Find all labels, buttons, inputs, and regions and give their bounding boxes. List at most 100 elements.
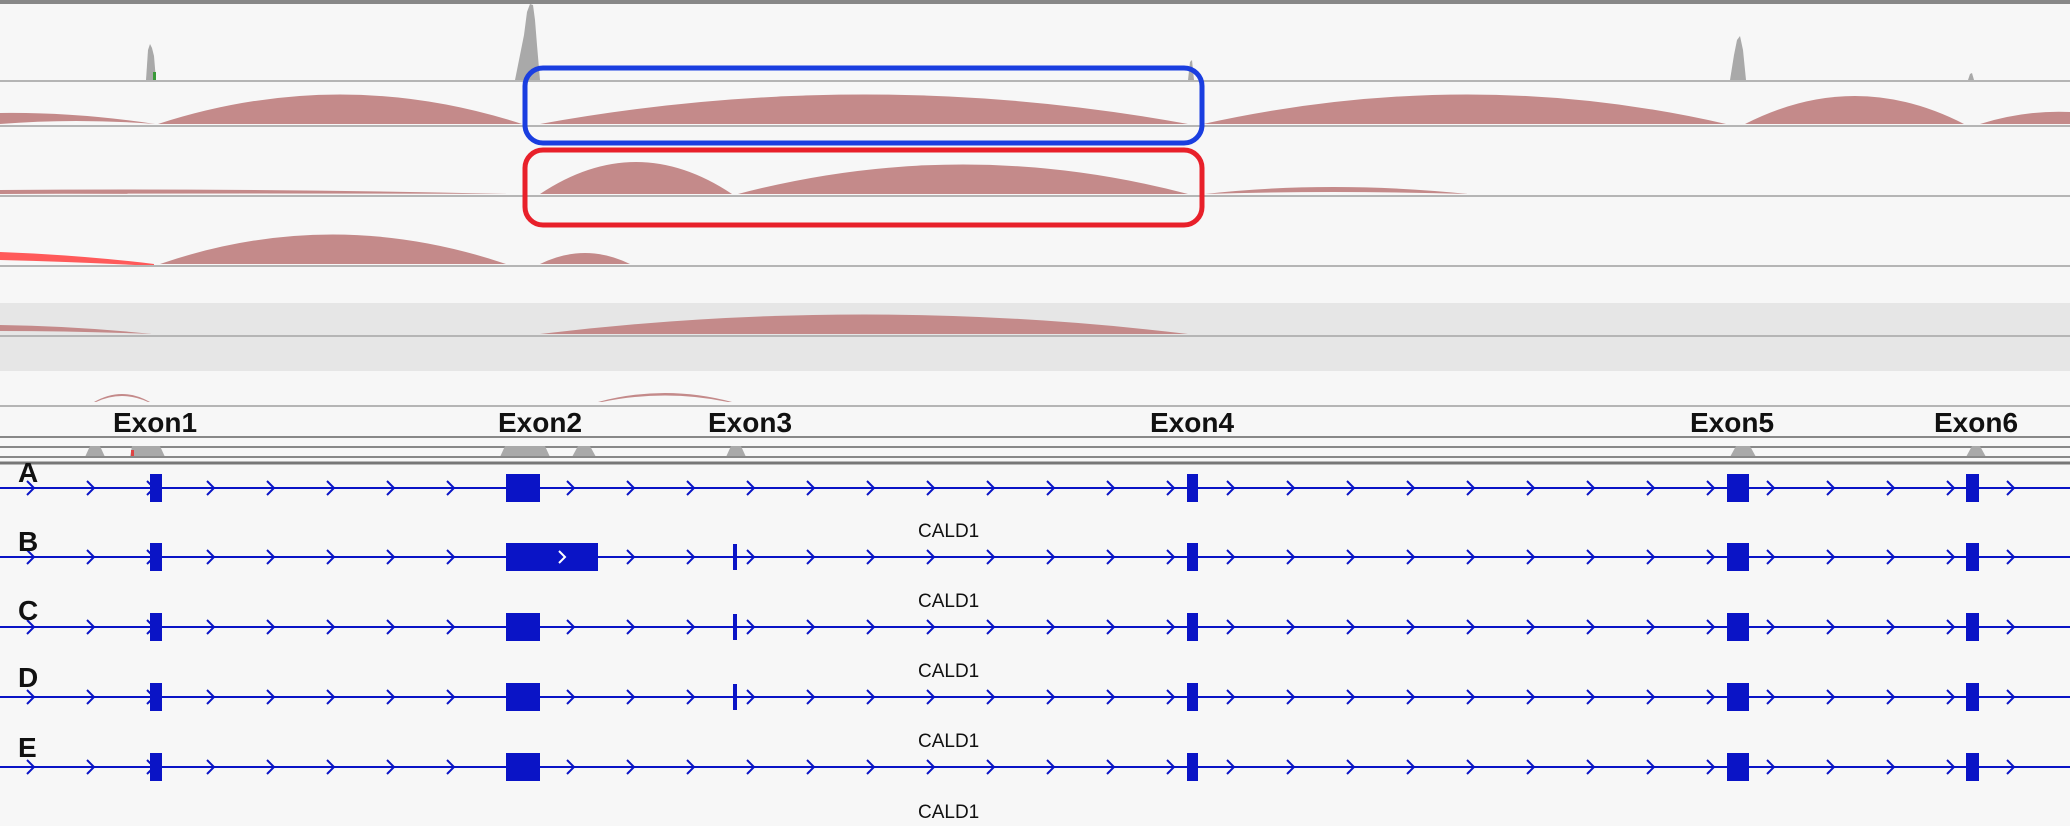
- junction-arc-highlight: [0, 252, 154, 266]
- strand-arrow-icon: [986, 619, 996, 635]
- strand-arrow-icon: [1106, 759, 1116, 775]
- coverage-variant-mark: [153, 72, 156, 80]
- strand-arrow-icon: [86, 619, 96, 635]
- strand-arrow-icon: [386, 480, 396, 496]
- strand-arrow-icon: [1886, 480, 1896, 496]
- strand-arrow-icon: [1526, 480, 1536, 496]
- coverage-track[interactable]: [0, 4, 2070, 82]
- strand-arrow-icon: [626, 689, 636, 705]
- strand-arrow-icon: [1046, 619, 1056, 635]
- exon-block: [1187, 543, 1198, 571]
- junction-arc: [1203, 94, 1726, 124]
- strand-arrow-icon: [1826, 759, 1836, 775]
- transcript-label: C: [18, 595, 38, 626]
- junction-arc: [0, 189, 510, 194]
- strand-arrow-icon: [326, 619, 336, 635]
- transcript-track[interactable]: B CALD1: [0, 526, 2070, 612]
- exon-label: Exon4: [1150, 407, 1234, 438]
- junction-arc: [94, 394, 150, 402]
- strand-arrow-icon: [1706, 689, 1716, 705]
- exon-block: [506, 613, 540, 641]
- strand-arrow-icon: [566, 689, 576, 705]
- strand-arrow-icon: [1946, 480, 1956, 496]
- strand-arrow-icon: [1706, 759, 1716, 775]
- strand-arrow-icon: [806, 759, 816, 775]
- junction-arc: [540, 314, 1188, 334]
- exon-block: [150, 543, 162, 571]
- strand-arrow-icon: [626, 480, 636, 496]
- strand-arrow-icon: [266, 619, 276, 635]
- exon-label-row: Exon1 Exon2 Exon3 Exon4 Exon5 Exon6: [113, 407, 2018, 438]
- exon-block: [1966, 683, 1979, 711]
- transcript-track[interactable]: A CALD1: [0, 457, 2070, 542]
- coverage-peak-exon6: [1968, 73, 1974, 80]
- exon-label: Exon2: [498, 407, 582, 438]
- gene-name-label: CALD1: [918, 731, 979, 752]
- strand-arrow-icon: [1166, 619, 1176, 635]
- junction-track-5[interactable]: [0, 393, 2070, 407]
- strand-arrow-icon: [2006, 480, 2016, 496]
- strand-arrow-icon: [986, 480, 996, 496]
- transcript-track[interactable]: D CALD1: [0, 662, 2070, 752]
- strand-arrow-icon: [1106, 480, 1116, 496]
- strand-arrow-icon: [2006, 549, 2016, 565]
- transcript-label: B: [18, 526, 38, 557]
- strand-arrow-icon: [1466, 689, 1476, 705]
- strand-arrow-icon: [26, 480, 36, 496]
- exon-label: Exon6: [1934, 407, 2018, 438]
- strand-arrow-icon: [566, 619, 576, 635]
- strand-arrow-icon: [866, 619, 876, 635]
- strand-arrow-icon: [1766, 689, 1776, 705]
- strand-arrow-icon: [326, 549, 336, 565]
- junction-track-2[interactable]: [0, 162, 2070, 197]
- coverage-peak-exon2: [515, 4, 540, 80]
- junction-track-1[interactable]: [0, 94, 2070, 127]
- highlight-box-red: [522, 147, 1205, 228]
- strand-arrow-icon: [1046, 480, 1056, 496]
- strand-arrow-icon: [446, 549, 456, 565]
- strand-arrow-icon: [746, 549, 756, 565]
- strand-arrow-icon: [86, 759, 96, 775]
- strand-arrow-icon: [1826, 480, 1836, 496]
- strand-arrow-icon: [266, 480, 276, 496]
- strand-arrow-icon: [1346, 619, 1356, 635]
- strand-arrow-icon: [1286, 619, 1296, 635]
- strand-arrow-icon: [86, 480, 96, 496]
- label-dividers: [0, 436, 2070, 465]
- strand-arrow-icon: [1466, 549, 1476, 565]
- strand-arrow-icon: [26, 759, 36, 775]
- strand-arrow-icon: [926, 619, 936, 635]
- junction-arc: [158, 94, 522, 124]
- transcript-label: D: [18, 662, 38, 693]
- strand-arrow-icon: [1526, 689, 1536, 705]
- junction-track-3[interactable]: [0, 234, 2070, 267]
- strand-arrow-icon: [1346, 689, 1356, 705]
- strand-arrow-icon: [386, 689, 396, 705]
- strand-arrow-icon: [1646, 759, 1656, 775]
- strand-arrow-icon: [686, 689, 696, 705]
- exon-block: [150, 683, 162, 711]
- exon-block: [733, 544, 737, 570]
- transcript-track[interactable]: E CALD1: [0, 732, 2070, 823]
- exon-block: [1727, 753, 1749, 781]
- strand-arrow-icon: [1046, 549, 1056, 565]
- exon-block: [1187, 613, 1198, 641]
- strand-arrow-icon: [1886, 689, 1896, 705]
- strand-arrow-icon: [1826, 619, 1836, 635]
- strand-arrow-icon: [386, 759, 396, 775]
- strand-arrow-icon: [1586, 480, 1596, 496]
- strand-arrow-icon: [686, 759, 696, 775]
- transcript-track[interactable]: C CALD1: [0, 595, 2070, 682]
- strand-arrow-icon: [1106, 549, 1116, 565]
- exon-block: [506, 683, 540, 711]
- strand-arrow-icon: [266, 759, 276, 775]
- strand-arrow-icon: [2006, 619, 2016, 635]
- strand-arrow-icon: [746, 480, 756, 496]
- strand-arrow-icon: [386, 549, 396, 565]
- gene-name-label: CALD1: [918, 661, 979, 682]
- exon-block: [506, 753, 540, 781]
- strand-arrow-icon: [926, 759, 936, 775]
- junction-arc: [160, 234, 506, 264]
- strand-arrow-icon: [206, 480, 216, 496]
- junction-track-4[interactable]: [0, 303, 2070, 371]
